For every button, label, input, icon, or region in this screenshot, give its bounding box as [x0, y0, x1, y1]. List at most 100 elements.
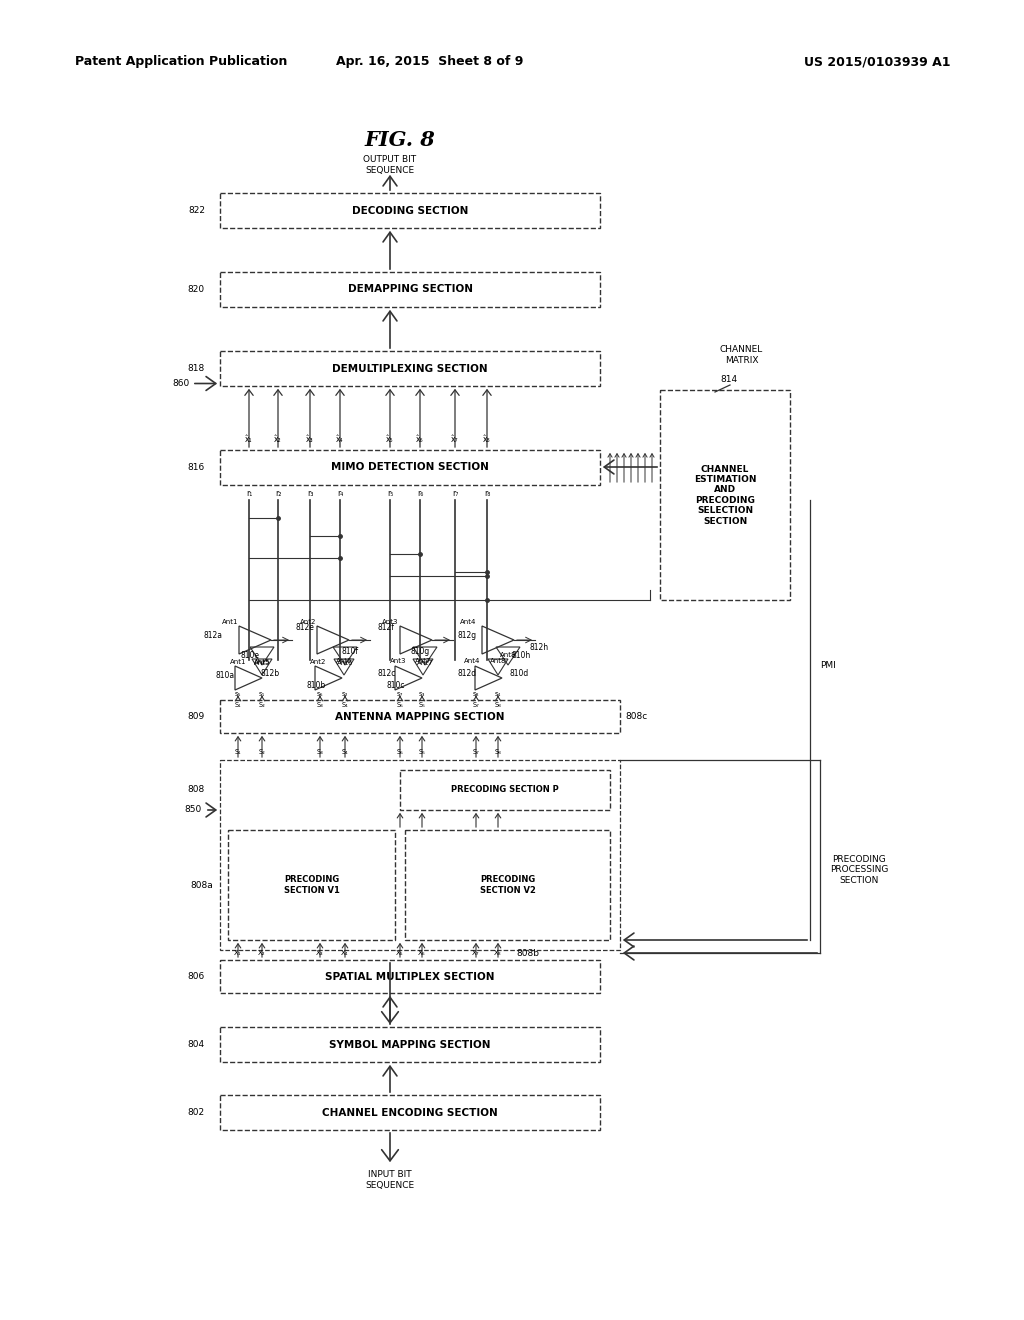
Text: 816: 816 — [187, 463, 205, 473]
Text: Ant6: Ant6 — [336, 657, 352, 664]
Text: r₄: r₄ — [337, 490, 343, 499]
Text: 809: 809 — [187, 711, 205, 721]
Text: 812d: 812d — [458, 668, 477, 677]
Text: 804: 804 — [187, 1040, 205, 1049]
Bar — [220, 450, 600, 484]
Text: X₈: X₈ — [495, 950, 502, 956]
Text: Ant2: Ant2 — [310, 659, 327, 665]
Text: x̂₅: x̂₅ — [386, 436, 394, 445]
Text: x̂₂: x̂₂ — [274, 436, 282, 445]
Text: r₁: r₁ — [246, 490, 252, 499]
Text: x̂₁: x̂₁ — [246, 436, 253, 445]
Text: Ant1: Ant1 — [222, 619, 239, 624]
Text: OUTPUT BIT
SEQUENCE: OUTPUT BIT SEQUENCE — [364, 156, 417, 174]
Text: 802: 802 — [187, 1107, 205, 1117]
Text: X₃: X₃ — [316, 950, 324, 956]
Text: 808: 808 — [187, 785, 205, 795]
Text: X₆: X₆ — [418, 950, 426, 956]
Text: PRECODING
SECTION V1: PRECODING SECTION V1 — [284, 875, 339, 895]
Text: Ant6: Ant6 — [337, 660, 353, 667]
Text: r₅: r₅ — [387, 490, 393, 499]
Text: s₅: s₅ — [234, 690, 242, 697]
Text: 808c: 808c — [625, 711, 647, 721]
Text: PRECODING
PROCESSING
SECTION: PRECODING PROCESSING SECTION — [830, 855, 889, 884]
Text: 806: 806 — [187, 972, 205, 981]
Text: MIMO DETECTION SECTION: MIMO DETECTION SECTION — [331, 462, 488, 473]
Text: CHANNEL
ESTIMATION
AND
PRECODING
SELECTION
SECTION: CHANNEL ESTIMATION AND PRECODING SELECTI… — [693, 465, 757, 525]
Text: Ant1: Ant1 — [229, 659, 246, 665]
Text: INPUT BIT
SEQUENCE: INPUT BIT SEQUENCE — [366, 1171, 415, 1189]
Text: Ant2: Ant2 — [300, 619, 316, 624]
Text: FIG. 8: FIG. 8 — [365, 129, 435, 150]
Text: r₃: r₃ — [307, 490, 313, 499]
Text: 810e: 810e — [241, 652, 259, 660]
Text: s₃: s₃ — [419, 690, 425, 697]
Text: CHANNEL
MATRIX: CHANNEL MATRIX — [720, 346, 763, 364]
Text: 810a: 810a — [216, 672, 234, 681]
Text: S₈: S₈ — [495, 748, 502, 755]
Bar — [220, 700, 620, 733]
Text: S₄: S₄ — [342, 748, 348, 755]
Text: S₈: S₈ — [495, 702, 502, 708]
Bar — [660, 389, 790, 601]
Text: 812b: 812b — [260, 668, 280, 677]
Text: s₇: s₇ — [397, 690, 403, 697]
Bar — [220, 960, 600, 993]
Text: ANTENNA MAPPING SECTION: ANTENNA MAPPING SECTION — [335, 711, 505, 722]
Text: 812g: 812g — [458, 631, 477, 639]
Text: 820: 820 — [187, 285, 205, 294]
Text: 812f: 812f — [378, 623, 395, 631]
Text: 860: 860 — [173, 379, 190, 388]
Text: r₇: r₇ — [452, 490, 458, 499]
Text: X₄: X₄ — [341, 950, 349, 956]
Text: PMI: PMI — [820, 660, 836, 669]
Text: PRECODING SECTION P: PRECODING SECTION P — [452, 785, 559, 795]
Bar — [220, 1096, 600, 1130]
Bar — [220, 272, 600, 308]
Text: r₂: r₂ — [274, 490, 282, 499]
Bar — [228, 830, 395, 940]
Text: s₂: s₂ — [342, 690, 348, 697]
Text: x̂₈: x̂₈ — [483, 436, 490, 445]
Text: Apr. 16, 2015  Sheet 8 of 9: Apr. 16, 2015 Sheet 8 of 9 — [336, 55, 523, 69]
Text: 808b: 808b — [516, 949, 539, 957]
Text: S₆: S₆ — [419, 702, 425, 708]
Text: Ant3: Ant3 — [390, 657, 407, 664]
Text: s₈: s₈ — [473, 690, 479, 697]
Text: PRECODING
SECTION V2: PRECODING SECTION V2 — [479, 875, 536, 895]
Text: S₇: S₇ — [473, 702, 479, 708]
Text: DECODING SECTION: DECODING SECTION — [352, 206, 468, 215]
Text: X₁: X₁ — [234, 950, 242, 956]
Bar — [406, 830, 610, 940]
Text: s₁: s₁ — [259, 690, 265, 697]
Bar — [400, 770, 610, 810]
Text: S₂: S₂ — [259, 748, 265, 755]
Text: S₅: S₅ — [396, 702, 403, 708]
Text: S₇: S₇ — [473, 748, 479, 755]
Text: US 2015/0103939 A1: US 2015/0103939 A1 — [804, 55, 950, 69]
Text: s₄: s₄ — [495, 690, 501, 697]
Text: Ant7: Ant7 — [415, 657, 431, 664]
Text: Ant3: Ant3 — [382, 619, 398, 624]
Bar — [220, 760, 620, 950]
Text: 810c: 810c — [387, 681, 406, 690]
Text: 810b: 810b — [306, 681, 326, 690]
Text: S₁: S₁ — [234, 748, 242, 755]
Text: S₁: S₁ — [234, 702, 242, 708]
Text: X₂: X₂ — [258, 950, 266, 956]
Text: 810f: 810f — [341, 648, 358, 656]
Text: x̂₇: x̂₇ — [452, 436, 459, 445]
Text: r₆: r₆ — [417, 490, 423, 499]
Text: x̂₄: x̂₄ — [336, 436, 344, 445]
Text: 812a: 812a — [203, 631, 222, 639]
Text: S₂: S₂ — [259, 702, 265, 708]
Text: CHANNEL ENCODING SECTION: CHANNEL ENCODING SECTION — [323, 1107, 498, 1118]
Text: x̂₆: x̂₆ — [416, 436, 424, 445]
Text: Ant5: Ant5 — [254, 660, 270, 667]
Text: Ant4: Ant4 — [460, 619, 476, 624]
Text: X₇: X₇ — [472, 950, 480, 956]
Text: Ant4: Ant4 — [464, 657, 480, 664]
Text: DEMAPPING SECTION: DEMAPPING SECTION — [347, 285, 472, 294]
Text: SPATIAL MULTIPLEX SECTION: SPATIAL MULTIPLEX SECTION — [326, 972, 495, 982]
Text: 812c: 812c — [378, 668, 396, 677]
